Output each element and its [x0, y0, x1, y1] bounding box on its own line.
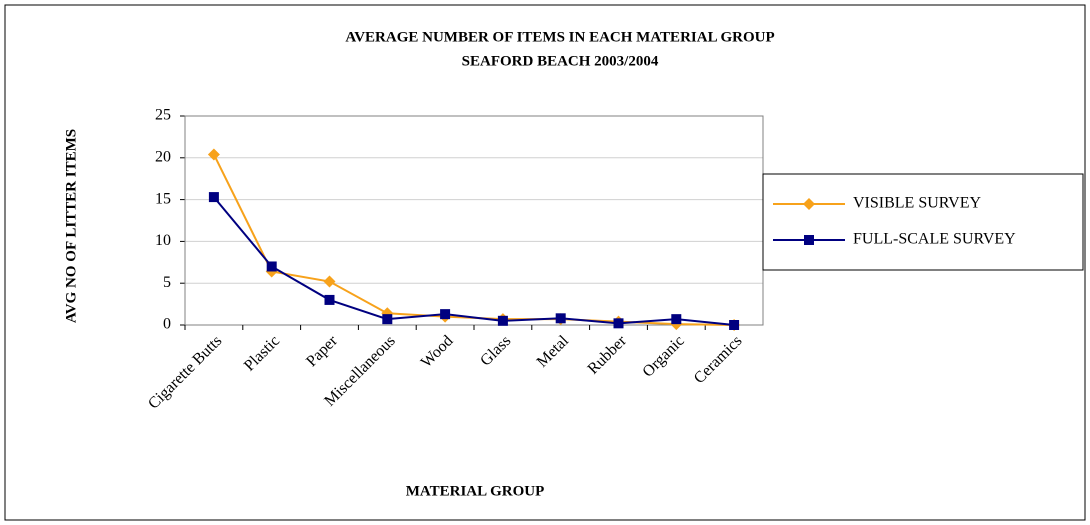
data-point	[497, 315, 508, 326]
data-point	[729, 320, 740, 330]
y-tick-label: 10	[155, 232, 171, 249]
y-tick-label: 20	[155, 148, 171, 165]
data-point	[208, 192, 219, 203]
data-point	[440, 309, 451, 320]
data-point	[671, 314, 682, 325]
y-axis-title: AVG NO OF LITTER ITEMS	[63, 129, 79, 323]
legend-box	[762, 173, 1084, 271]
data-point	[207, 148, 220, 161]
y-tick-label: 15	[155, 190, 171, 207]
plot-background	[185, 116, 763, 325]
x-axis-title: MATERIAL GROUP	[406, 483, 544, 499]
legend-label: FULL-SCALE SURVEY	[853, 231, 1016, 248]
data-point	[382, 314, 393, 325]
data-point	[324, 294, 335, 305]
y-tick-label: 0	[163, 316, 171, 333]
data-point	[613, 318, 624, 329]
y-tick-label: 5	[163, 274, 171, 291]
data-point	[804, 235, 814, 245]
data-point	[803, 198, 815, 210]
data-point	[323, 275, 336, 288]
series-line	[213, 196, 735, 326]
data-point	[266, 261, 277, 272]
chart-subtitle: SEAFORD BEACH 2003/2004	[462, 53, 659, 69]
data-point	[555, 313, 566, 324]
chart-title: AVERAGE NUMBER OF ITEMS IN EACH MATERIAL…	[345, 29, 774, 45]
legend-label: VISIBLE SURVEY	[853, 195, 982, 212]
y-tick-label: 25	[155, 107, 171, 124]
